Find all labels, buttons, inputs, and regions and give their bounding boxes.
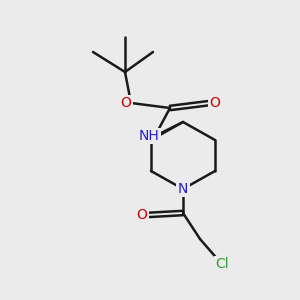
Text: N: N [178, 182, 188, 196]
Text: O: O [121, 96, 131, 110]
Text: O: O [136, 208, 147, 222]
Text: NH: NH [139, 129, 159, 143]
Text: Cl: Cl [215, 257, 229, 271]
Text: O: O [210, 96, 220, 110]
